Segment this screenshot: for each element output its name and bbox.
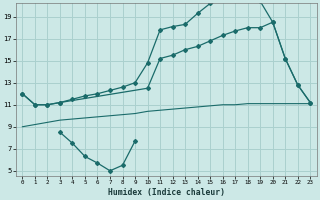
X-axis label: Humidex (Indice chaleur): Humidex (Indice chaleur): [108, 188, 225, 197]
